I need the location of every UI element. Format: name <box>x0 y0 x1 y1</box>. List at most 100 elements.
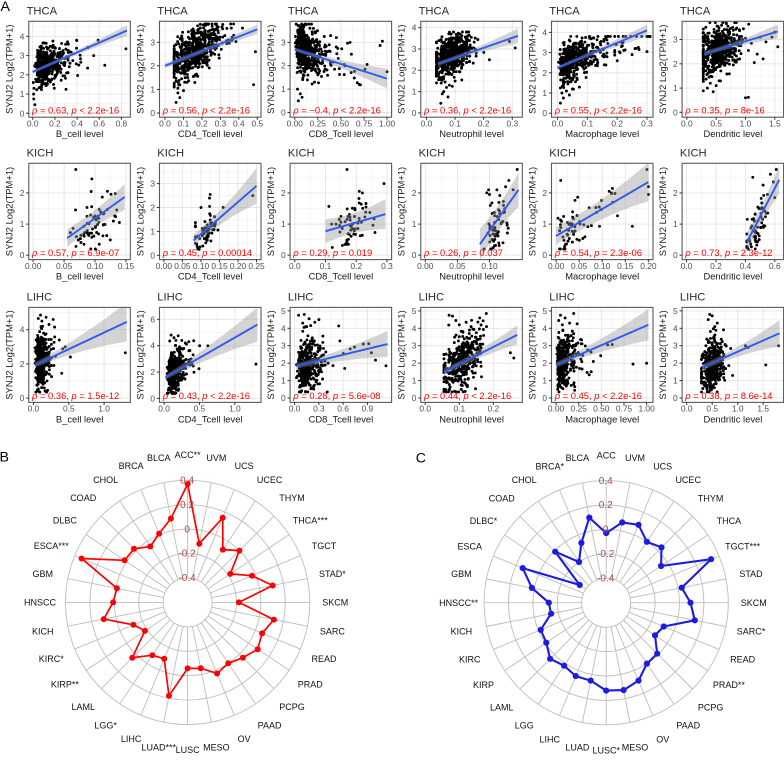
svg-text:0: 0 <box>150 393 155 403</box>
svg-text:0.00: 0.00 <box>156 261 173 271</box>
svg-text:THCA: THCA <box>680 5 711 17</box>
svg-text:0.8: 0.8 <box>116 119 128 129</box>
svg-text:0.5: 0.5 <box>63 404 75 414</box>
svg-text:CD8_Tcell level: CD8_Tcell level <box>309 128 374 139</box>
svg-text:0.5: 0.5 <box>710 119 722 129</box>
svg-text:SYNJ2 Log2(TPM+1): SYNJ2 Log2(TPM+1) <box>134 167 145 256</box>
svg-text:THCA: THCA <box>549 5 580 17</box>
svg-text:1: 1 <box>20 219 25 229</box>
svg-text:2: 2 <box>281 188 286 198</box>
svg-text:SYNJ2 Log2(TPM+1): SYNJ2 Log2(TPM+1) <box>526 167 537 256</box>
svg-text:ρ = 0.36, p < 2.2e-16: ρ = 0.36, p < 2.2e-16 <box>423 105 511 116</box>
svg-text:0.4: 0.4 <box>233 119 245 129</box>
svg-text:0.10: 0.10 <box>594 261 611 271</box>
svg-text:1.0: 1.0 <box>229 404 241 414</box>
svg-text:0.20: 0.20 <box>640 261 657 271</box>
svg-text:KICH: KICH <box>288 147 315 159</box>
svg-text:0.0: 0.0 <box>681 261 693 271</box>
svg-text:0: 0 <box>20 393 25 403</box>
svg-text:0: 0 <box>20 108 25 118</box>
svg-text:1.0: 1.0 <box>98 404 110 414</box>
svg-text:B_cell level: B_cell level <box>56 128 103 139</box>
svg-text:ρ = 0.55, p < 2.2e-16: ρ = 0.55, p < 2.2e-16 <box>554 105 642 116</box>
svg-text:3: 3 <box>412 44 417 54</box>
svg-text:Dendritic level: Dendritic level <box>703 128 762 139</box>
svg-text:0.50: 0.50 <box>333 119 350 129</box>
svg-text:0: 0 <box>542 250 547 260</box>
svg-text:KICH: KICH <box>27 147 54 159</box>
svg-text:0.0: 0.0 <box>552 119 564 129</box>
svg-text:4: 4 <box>20 31 25 41</box>
svg-text:0.0: 0.0 <box>28 404 40 414</box>
svg-text:4: 4 <box>412 23 417 33</box>
svg-text:2: 2 <box>20 359 25 369</box>
svg-text:0.00: 0.00 <box>287 119 304 129</box>
svg-text:2: 2 <box>281 61 286 71</box>
svg-text:0: 0 <box>281 250 286 260</box>
svg-text:0.2: 0.2 <box>49 119 61 129</box>
svg-text:ρ = 0.56, p < 2.2e-16: ρ = 0.56, p < 2.2e-16 <box>162 105 250 116</box>
svg-text:0.05: 0.05 <box>56 261 73 271</box>
svg-text:3: 3 <box>150 179 155 189</box>
svg-text:Dendritic level: Dendritic level <box>703 271 762 282</box>
svg-text:0.00: 0.00 <box>25 261 42 271</box>
svg-text:0: 0 <box>150 108 155 118</box>
svg-text:CD8_Tcell level: CD8_Tcell level <box>309 271 374 282</box>
svg-text:0: 0 <box>150 250 155 260</box>
svg-text:0.05: 0.05 <box>174 261 191 271</box>
svg-text:SYNJ2 Log2(TPM+1): SYNJ2 Log2(TPM+1) <box>657 25 668 114</box>
svg-text:2: 2 <box>150 61 155 71</box>
svg-text:0.15: 0.15 <box>118 261 135 271</box>
svg-text:0.10: 0.10 <box>193 261 210 271</box>
svg-text:0.1: 0.1 <box>581 119 593 129</box>
svg-text:2: 2 <box>412 65 417 75</box>
svg-text:3: 3 <box>542 48 547 58</box>
svg-text:ρ = 0.73, p = 2.3e-12: ρ = 0.73, p = 2.3e-12 <box>684 247 772 258</box>
svg-text:THCA: THCA <box>157 5 188 17</box>
svg-text:2: 2 <box>673 188 678 198</box>
svg-text:Neutrophil level: Neutrophil level <box>439 128 504 139</box>
svg-text:0: 0 <box>673 250 678 260</box>
svg-text:1.0: 1.0 <box>740 119 752 129</box>
svg-text:1: 1 <box>412 87 417 97</box>
svg-text:Macrophage level: Macrophage level <box>565 128 639 139</box>
svg-text:0.20: 0.20 <box>230 261 247 271</box>
svg-text:SYNJ2 Log2(TPM+1): SYNJ2 Log2(TPM+1) <box>265 167 276 256</box>
svg-text:0.1: 0.1 <box>320 261 332 271</box>
svg-text:SYNJ2 Log2(TPM+1): SYNJ2 Log2(TPM+1) <box>396 25 407 114</box>
svg-text:0.05: 0.05 <box>449 261 466 271</box>
svg-text:2: 2 <box>150 367 155 377</box>
svg-text:0.2: 0.2 <box>611 119 623 129</box>
svg-text:1: 1 <box>673 83 678 93</box>
svg-text:4: 4 <box>542 27 547 37</box>
svg-text:3: 3 <box>281 37 286 47</box>
svg-text:KICH: KICH <box>157 147 184 159</box>
svg-text:0.0: 0.0 <box>158 404 170 414</box>
svg-text:0.4: 0.4 <box>740 261 752 271</box>
svg-text:2: 2 <box>542 188 547 198</box>
svg-text:0.10: 0.10 <box>481 261 498 271</box>
svg-text:B_cell level: B_cell level <box>56 271 103 282</box>
svg-text:0.3: 0.3 <box>381 261 393 271</box>
svg-text:CD4_Tcell level: CD4_Tcell level <box>178 271 243 282</box>
svg-text:0.3: 0.3 <box>641 119 653 129</box>
svg-text:3: 3 <box>20 51 25 61</box>
svg-text:0.15: 0.15 <box>617 261 634 271</box>
svg-text:0.6: 0.6 <box>769 261 781 271</box>
svg-text:ρ = 0.36, p = 1.5e-12: ρ = 0.36, p = 1.5e-12 <box>31 390 119 401</box>
svg-text:0.4: 0.4 <box>71 119 83 129</box>
svg-text:1.00: 1.00 <box>379 119 396 129</box>
svg-text:0.1: 0.1 <box>178 119 190 129</box>
svg-text:SYNJ2 Log2(TPM+1): SYNJ2 Log2(TPM+1) <box>134 25 145 114</box>
svg-text:Macrophage level: Macrophage level <box>565 271 639 282</box>
svg-text:2: 2 <box>20 188 25 198</box>
svg-text:ρ = 0.35, p = 8e-16: ρ = 0.35, p = 8e-16 <box>684 105 764 116</box>
svg-text:ρ = 0.54, p = 2.3e-06: ρ = 0.54, p = 2.3e-06 <box>554 247 642 258</box>
svg-text:1: 1 <box>281 219 286 229</box>
svg-text:0.5: 0.5 <box>194 404 206 414</box>
svg-text:1.5: 1.5 <box>769 119 781 129</box>
svg-text:ρ = 0.57, p = 6.9e-07: ρ = 0.57, p = 6.9e-07 <box>31 247 119 258</box>
svg-text:ρ = 0.45, p = 0.00014: ρ = 0.45, p = 0.00014 <box>162 247 252 258</box>
svg-text:4: 4 <box>20 325 25 335</box>
svg-text:0.2: 0.2 <box>196 119 208 129</box>
